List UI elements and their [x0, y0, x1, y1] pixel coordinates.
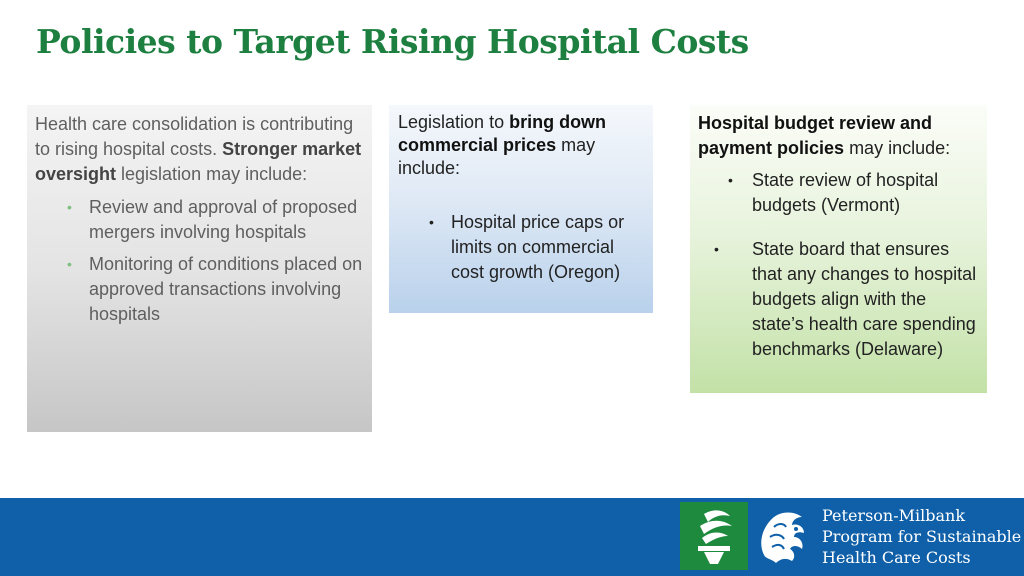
- org-name-line: Health Care Costs: [822, 548, 971, 567]
- list-item: • Monitoring of conditions placed on app…: [35, 252, 364, 327]
- org-name-line: Program for Sustainable: [822, 527, 1022, 546]
- org-name: Peterson-Milbank Program for Sustainable…: [822, 505, 1021, 568]
- bullet-icon: •: [728, 172, 733, 188]
- market-oversight-intro-text: Health care consolidation is contributin…: [35, 114, 354, 159]
- market-oversight-panel: Health care consolidation is contributin…: [27, 105, 372, 432]
- hospital-budget-intro-tail: may include:: [844, 138, 951, 158]
- commercial-prices-intro: Legislation to bring down commercial pri…: [398, 111, 645, 180]
- market-oversight-intro: Health care consolidation is contributin…: [35, 112, 364, 187]
- list-item: • State board that ensures that any chan…: [698, 237, 979, 362]
- bullet-icon: •: [714, 241, 719, 257]
- list-item: • State review of hospital budgets (Verm…: [698, 168, 979, 218]
- market-oversight-intro-bold: Stronger market oversight: [35, 139, 362, 184]
- commercial-prices-intro-bold: bring down commercial prices: [398, 112, 607, 155]
- list-item-text: Hospital price caps or limits on commerc…: [451, 212, 625, 282]
- list-item: • Review and approval of proposed merger…: [35, 195, 364, 245]
- org-name-line: Peterson-Milbank: [822, 506, 966, 525]
- list-item-text: Monitoring of conditions placed on appro…: [89, 254, 363, 324]
- market-oversight-intro-tail: legislation may include:: [116, 164, 308, 184]
- commercial-prices-list: • Hospital price caps or limits on comme…: [398, 210, 645, 285]
- hospital-budget-intro: Hospital budget review and payment polic…: [698, 111, 979, 161]
- list-item-text: Review and approval of proposed mergers …: [89, 197, 358, 242]
- footer-bar: [0, 498, 1024, 576]
- torch-logo-icon: [680, 502, 748, 570]
- bullet-icon: •: [67, 199, 72, 215]
- commercial-prices-intro-text: Legislation to: [398, 112, 510, 132]
- commercial-prices-intro-tail: may include:: [398, 135, 596, 178]
- hospital-budget-panel: Hospital budget review and payment polic…: [690, 105, 987, 393]
- list-item-text: State review of hospital budgets (Vermon…: [752, 170, 939, 215]
- bullet-icon: •: [429, 214, 434, 230]
- hospital-budget-intro-bold: Hospital budget review and payment polic…: [698, 113, 933, 158]
- hospital-budget-list: • State review of hospital budgets (Verm…: [698, 168, 979, 362]
- market-oversight-list: • Review and approval of proposed merger…: [35, 195, 364, 327]
- commercial-prices-panel: Legislation to bring down commercial pri…: [389, 105, 653, 313]
- bullet-icon: •: [67, 256, 72, 272]
- list-item-text: State board that ensures that any change…: [752, 239, 977, 359]
- lion-logo-icon: [752, 505, 814, 567]
- list-item: • Hospital price caps or limits on comme…: [398, 210, 645, 285]
- slide-title: Policies to Target Rising Hospital Costs: [36, 22, 749, 61]
